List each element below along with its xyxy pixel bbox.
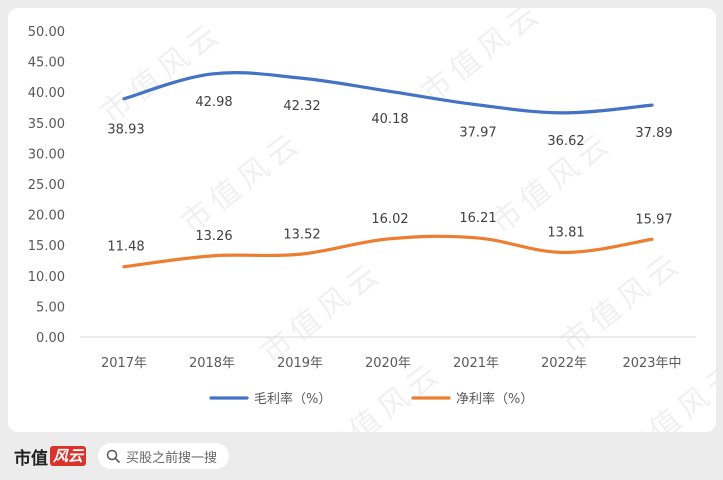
x-tick-label: 2019年 — [277, 356, 323, 371]
data-label: 42.98 — [195, 95, 232, 110]
chart-card: 市值风云 市值风云 市值风云 市值风云 市值风云 市值风云 市值风云 市值风云 … — [8, 8, 716, 432]
x-tick-label: 2022年 — [541, 356, 587, 371]
data-label: 36.62 — [547, 134, 584, 149]
series-line-1 — [122, 71, 654, 115]
x-tick-label: 2017年 — [101, 356, 147, 371]
brand-mark: 风云 — [50, 446, 87, 466]
data-label: 38.93 — [107, 123, 144, 138]
x-tick-label: 2023年中 — [622, 356, 681, 371]
footer-bar: 市值 风云 买股之前搜一搜 — [0, 432, 723, 480]
data-label: 37.97 — [459, 126, 496, 141]
legend-label: 净利率（%） — [456, 391, 533, 407]
y-tick-label: 20.00 — [28, 209, 65, 224]
data-label: 15.97 — [635, 212, 672, 227]
brand-logo: 市值 风云 — [14, 444, 87, 469]
data-label: 13.81 — [547, 225, 584, 240]
x-tick-label: 2018年 — [189, 356, 235, 371]
data-label: 13.52 — [283, 227, 320, 242]
y-tick-label: 45.00 — [28, 56, 65, 71]
line-chart: 50.00 45.00 40.00 35.00 30.00 25.00 20.00 15.00… — [28, 25, 696, 407]
x-tick-label: 2021年 — [453, 356, 499, 371]
x-tick-label: 2020年 — [365, 356, 411, 371]
y-tick-label: 10.00 — [28, 270, 65, 285]
data-label: 37.89 — [635, 126, 672, 141]
legend-label: 毛利率（%） — [254, 391, 331, 407]
y-tick-label: 35.00 — [28, 117, 65, 132]
y-tick-label: 0.00 — [36, 331, 65, 346]
data-label: 42.32 — [283, 99, 320, 114]
search-icon — [106, 449, 120, 463]
data-label: 13.26 — [195, 229, 232, 244]
data-label: 11.48 — [107, 240, 144, 255]
data-label: 40.18 — [371, 112, 408, 127]
data-label: 16.21 — [459, 211, 496, 226]
y-tick-label: 50.00 — [28, 25, 65, 40]
y-tick-label: 15.00 — [28, 239, 65, 254]
brand-text: 市值 — [14, 448, 48, 469]
y-tick-label: 40.00 — [28, 86, 65, 101]
y-tick-label: 25.00 — [28, 178, 65, 193]
search-box[interactable]: 买股之前搜一搜 — [98, 443, 230, 469]
series-line-2 — [122, 234, 654, 269]
y-tick-label: 5.00 — [36, 300, 65, 315]
search-placeholder: 买股之前搜一搜 — [126, 450, 218, 466]
y-tick-label: 30.00 — [28, 147, 65, 162]
data-label: 16.02 — [371, 212, 408, 227]
